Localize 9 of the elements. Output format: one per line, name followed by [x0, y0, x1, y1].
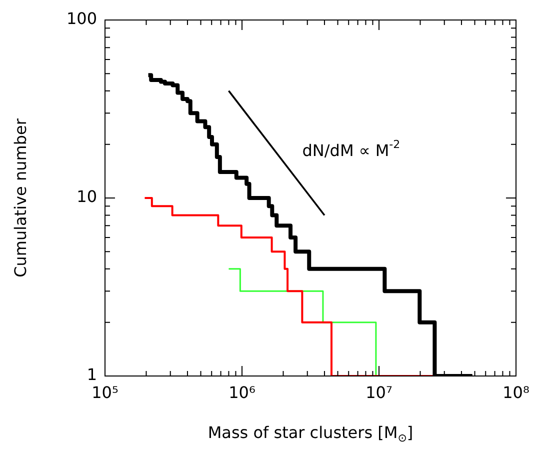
y-tick-label: 1 [86, 365, 97, 384]
x-tick-label: 10⁵ [92, 382, 118, 402]
x-tick-label: 10⁸ [502, 382, 530, 402]
x-axis-title: Mass of star clusters [M⊙] [208, 423, 414, 445]
y-tick-label: 100 [66, 9, 97, 28]
x-tick-label: 10⁷ [366, 382, 392, 402]
y-tick-label: 10 [76, 187, 97, 206]
y-axis-title: Cumulative number [11, 118, 30, 278]
x-tick-label: 10⁶ [228, 382, 256, 402]
